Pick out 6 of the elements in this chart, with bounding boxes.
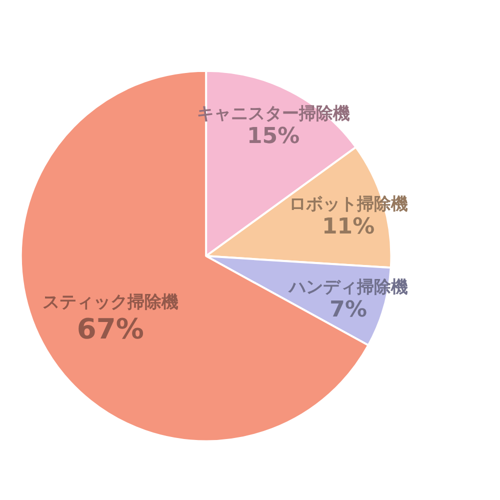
slice-label: キャニスター掃除機 (196, 104, 350, 124)
slice-label: スティック掃除機 (42, 292, 178, 313)
data-label: 15% (246, 124, 300, 150)
data-label: 67% (76, 312, 144, 346)
data-label: 11% (322, 214, 375, 240)
data-label: 7% (330, 297, 368, 322)
